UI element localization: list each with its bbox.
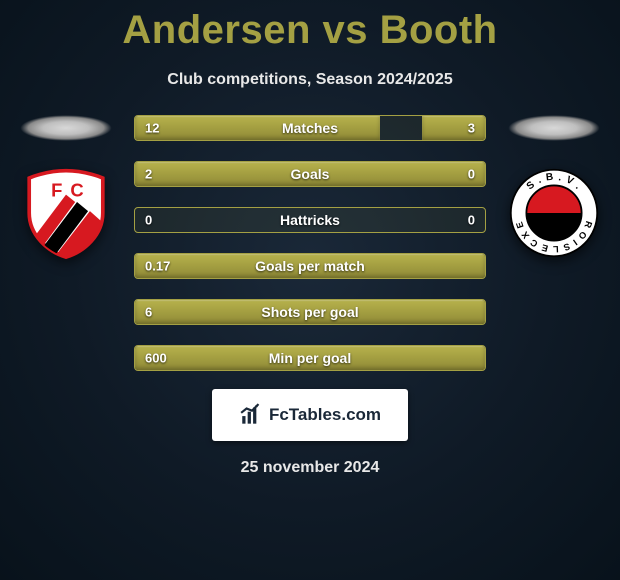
- player-shadow-right: [508, 115, 600, 141]
- brand-text: FcTables.com: [269, 405, 381, 425]
- subtitle: Club competitions, Season 2024/2025: [0, 71, 620, 89]
- stat-bar: 0.17 Goals per match: [134, 253, 486, 279]
- page-title: Andersen vs Booth: [0, 0, 620, 53]
- date-line: 25 november 2024: [0, 459, 620, 477]
- club-crest-right: S . B . V . R O I S L E C X E: [508, 167, 600, 259]
- stats-column: 12 Matches 3 2 Goals 0 0 Hattricks 0 0.17 Goals pe…: [134, 115, 486, 371]
- stat-label: Goals: [291, 166, 330, 182]
- right-crest-column: S . B . V . R O I S L E C X E: [504, 115, 604, 259]
- stat-bar: 2 Goals 0: [134, 161, 486, 187]
- club-crest-left: F C: [20, 167, 112, 259]
- stat-label: Shots per goal: [261, 304, 358, 320]
- stat-value-left: 600: [145, 351, 167, 366]
- svg-text:C: C: [70, 179, 83, 200]
- comparison-row: F C 12 Matches 3 2 Goals 0 0 Hattricks 0 0.17 Goal…: [0, 115, 620, 371]
- stat-value-left: 2: [145, 167, 152, 182]
- svg-text:F: F: [51, 179, 62, 200]
- player-shadow-left: [20, 115, 112, 141]
- stat-value-left: 6: [145, 305, 152, 320]
- stat-label: Goals per match: [255, 258, 365, 274]
- stat-fill-right: [422, 116, 485, 140]
- stat-value-right: 0: [468, 213, 475, 228]
- stat-label: Hattricks: [280, 212, 340, 228]
- stat-value-left: 0.17: [145, 259, 170, 274]
- stat-value-right: 3: [468, 121, 475, 136]
- stat-bar: 0 Hattricks 0: [134, 207, 486, 233]
- stat-value-left: 12: [145, 121, 159, 136]
- stat-bar: 600 Min per goal: [134, 345, 486, 371]
- stat-label: Min per goal: [269, 350, 351, 366]
- stat-value-left: 0: [145, 213, 152, 228]
- stat-bar: 6 Shots per goal: [134, 299, 486, 325]
- stat-label: Matches: [282, 120, 338, 136]
- brand-link[interactable]: FcTables.com: [212, 389, 408, 441]
- left-crest-column: F C: [16, 115, 116, 259]
- chart-icon: [239, 402, 265, 428]
- stat-bar: 12 Matches 3: [134, 115, 486, 141]
- stat-value-right: 0: [468, 167, 475, 182]
- stat-fill-left: [135, 116, 380, 140]
